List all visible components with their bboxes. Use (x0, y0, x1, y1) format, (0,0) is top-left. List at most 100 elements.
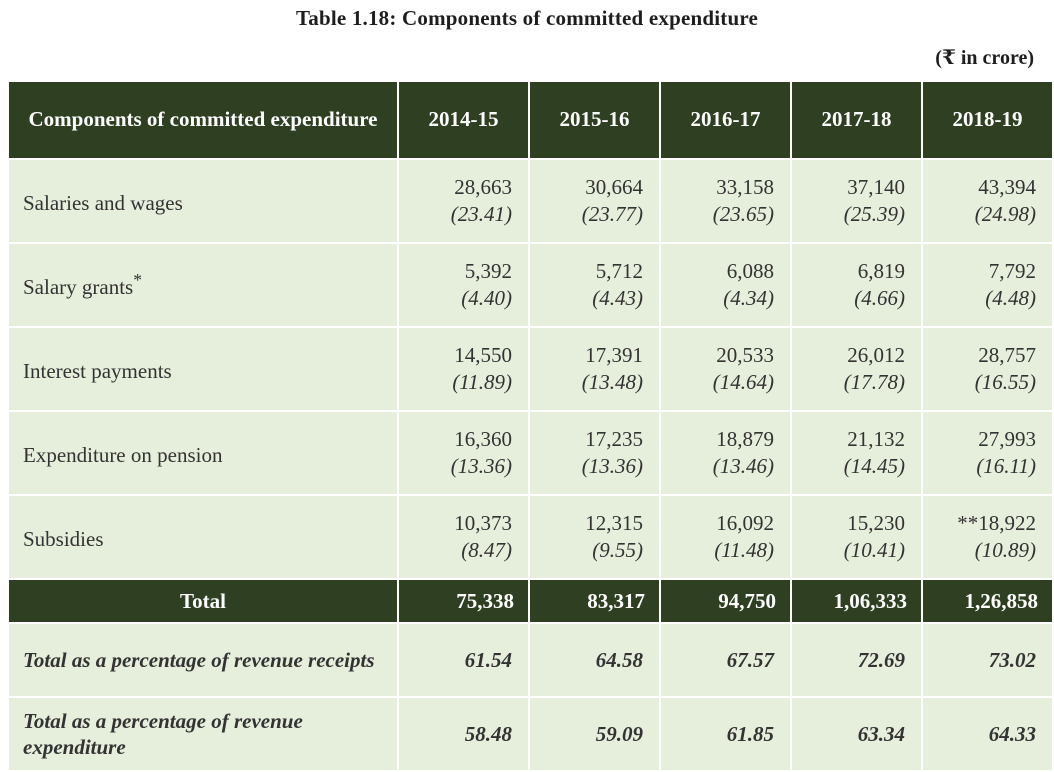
table-cell: 21,132 (14.45) (790, 410, 923, 496)
row-label-text: Salaries and wages (23, 191, 183, 215)
cell-percent: (4.43) (592, 286, 643, 310)
table-cell: 7,792 (4.48) (921, 242, 1054, 328)
ratio-value: 64.58 (528, 622, 661, 698)
cell-percent: (4.48) (985, 286, 1036, 310)
ratio-row-revenue-expenditure: Total as a percentage of revenue expendi… (7, 696, 1054, 772)
total-label: Total (7, 578, 399, 624)
unit-label: (₹ in crore) (935, 47, 1034, 69)
cell-value: 15,230 (847, 510, 905, 535)
ratio-value: 59.09 (528, 696, 661, 772)
cell-percent: (13.36) (581, 454, 643, 478)
ratio-value: 61.54 (397, 622, 530, 698)
table-cell: 6,088 (4.34) (659, 242, 792, 328)
cell-value: 6,088 (726, 258, 774, 283)
total-row: Total 75,338 83,317 94,750 1,06,333 1,26… (7, 578, 1054, 624)
cell-percent: (14.45) (843, 454, 905, 478)
cell-value: 28,757 (978, 342, 1036, 367)
total-value: 75,338 (397, 578, 530, 624)
cell-percent: (13.36) (450, 454, 512, 478)
table-cell: 5,712 (4.43) (528, 242, 661, 328)
cell-percent: (23.77) (581, 202, 643, 226)
ratio-value: 58.48 (397, 696, 530, 772)
total-value: 1,26,858 (921, 578, 1054, 624)
table-cell: 12,315 (9.55) (528, 494, 661, 580)
table-cell: 33,158 (23.65) (659, 158, 792, 244)
cell-value: **18,922 (957, 510, 1036, 535)
column-header-year: 2017-18 (790, 80, 923, 160)
table-cell: 43,394 (24.98) (921, 158, 1054, 244)
row-label-text: Expenditure on pension (23, 443, 223, 467)
row-label: Subsidies (7, 494, 399, 580)
cell-percent: (13.48) (581, 370, 643, 394)
table-cell: 5,392 (4.40) (397, 242, 530, 328)
cell-value: 7,792 (988, 258, 1036, 283)
committed-expenditure-table: Components of committed expenditure 2014… (7, 80, 1054, 772)
cell-percent: (14.64) (712, 370, 774, 394)
cell-value: 10,373 (454, 510, 512, 535)
cell-value: 16,092 (716, 510, 774, 535)
ratio-value: 73.02 (921, 622, 1054, 698)
table-cell: 30,664 (23.77) (528, 158, 661, 244)
ratio-label: Total as a percentage of revenue expendi… (7, 696, 399, 772)
row-label-text: Subsidies (23, 527, 104, 551)
cell-value: 16,360 (454, 426, 512, 451)
cell-value: 26,012 (847, 342, 905, 367)
column-header-year: 2018-19 (921, 80, 1054, 160)
row-label: Salary grants* (7, 242, 399, 328)
cell-value: 21,132 (847, 426, 905, 451)
table-cell: 15,230 (10.41) (790, 494, 923, 580)
table-cell: **18,922 (10.89) (921, 494, 1054, 580)
column-header-component: Components of committed expenditure (7, 80, 399, 160)
ratio-row-revenue-receipts: Total as a percentage of revenue receipt… (7, 622, 1054, 698)
table-row: Expenditure on pension 16,360 (13.36) 17,… (7, 410, 1054, 496)
table-cell: 37,140 (25.39) (790, 158, 923, 244)
table-cell: 16,360 (13.36) (397, 410, 530, 496)
total-value: 94,750 (659, 578, 792, 624)
cell-percent: (11.48) (714, 538, 774, 562)
cell-value: 12,315 (585, 510, 643, 535)
table-cell: 14,550 (11.89) (397, 326, 530, 412)
cell-value: 37,140 (847, 174, 905, 199)
table-cell: 16,092 (11.48) (659, 494, 792, 580)
table-cell: 28,757 (16.55) (921, 326, 1054, 412)
table-body: Salaries and wages 28,663 (23.41) 30,664 (… (7, 158, 1054, 772)
cell-value: 17,235 (585, 426, 643, 451)
table-cell: 6,819 (4.66) (790, 242, 923, 328)
table-cell: 28,663 (23.41) (397, 158, 530, 244)
ratio-value: 67.57 (659, 622, 792, 698)
cell-value: 30,664 (585, 174, 643, 199)
cell-percent: (8.47) (461, 538, 512, 562)
row-label: Interest payments (7, 326, 399, 412)
cell-percent: (9.55) (592, 538, 643, 562)
ratio-value: 64.33 (921, 696, 1054, 772)
cell-value: 27,993 (978, 426, 1036, 451)
table-cell: 17,235 (13.36) (528, 410, 661, 496)
ratio-value: 63.34 (790, 696, 923, 772)
cell-value: 20,533 (716, 342, 774, 367)
table-cell: 17,391 (13.48) (528, 326, 661, 412)
row-label: Expenditure on pension (7, 410, 399, 496)
cell-value: 33,158 (716, 174, 774, 199)
total-value: 83,317 (528, 578, 661, 624)
table-row: Subsidies 10,373 (8.47) 12,315 (9.55) 16,0… (7, 494, 1054, 580)
table-cell: 26,012 (17.78) (790, 326, 923, 412)
column-header-year: 2014-15 (397, 80, 530, 160)
row-label-text: Salary grants (23, 275, 134, 299)
cell-percent: (16.11) (976, 454, 1036, 478)
cell-percent: (25.39) (843, 202, 905, 226)
row-label-text: Interest payments (23, 359, 172, 383)
cell-percent: (4.34) (723, 286, 774, 310)
cell-percent: (17.78) (843, 370, 905, 394)
table-title: Table 1.18: Components of committed expe… (295, 6, 759, 30)
cell-value: 43,394 (978, 174, 1036, 199)
footnote-mark: * (133, 270, 142, 290)
cell-percent: (23.65) (712, 202, 774, 226)
table-cell: 10,373 (8.47) (397, 494, 530, 580)
cell-percent: (13.46) (712, 454, 774, 478)
cell-percent: (4.40) (461, 286, 512, 310)
column-header-year: 2015-16 (528, 80, 661, 160)
column-header-year: 2016-17 (659, 80, 792, 160)
table-row: Salaries and wages 28,663 (23.41) 30,664 (… (7, 158, 1054, 244)
table-row: Interest payments 14,550 (11.89) 17,391 (1… (7, 326, 1054, 412)
cell-value: 28,663 (454, 174, 512, 199)
